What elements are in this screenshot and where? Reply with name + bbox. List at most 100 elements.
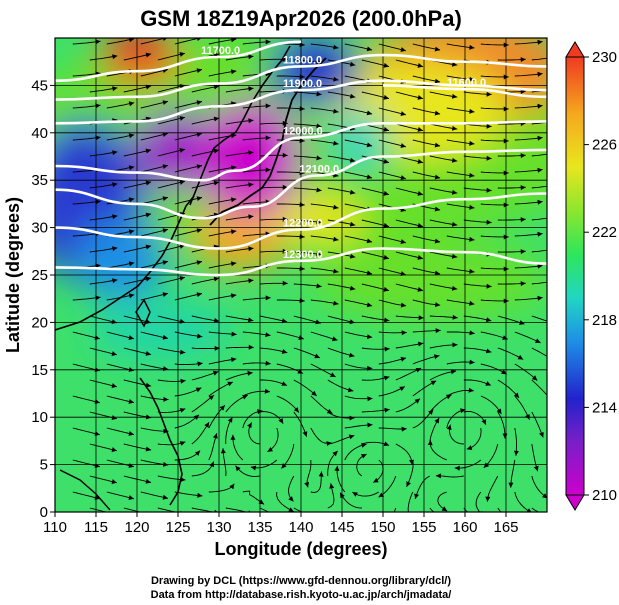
streamline-arrow [520,153,526,159]
streamline-arrow [265,39,271,45]
x-tick-label: 115 [84,519,108,536]
streamline-arrow [196,260,202,265]
streamline-arrow [112,246,118,252]
streamline-arrow [315,513,320,518]
streamline [531,153,547,157]
streamline-arrow [366,238,373,244]
streamline-arrow [383,62,389,68]
streamline-arrow [264,388,270,394]
streamline-arrow [415,368,422,373]
streamline-arrow [316,219,322,225]
x-tick-label: 145 [329,519,354,536]
streamline-arrow [452,342,458,348]
streamline-arrow [434,142,441,148]
streamline-arrow [179,408,186,413]
streamline-arrow [417,223,423,228]
streamline-arrow [248,182,254,188]
streamline-arrow [554,183,559,188]
streamline-arrow [213,318,220,323]
streamline-arrow [469,359,475,365]
streamline-arrow [162,292,168,297]
streamline-arrow [481,419,487,425]
x-tick-label: 130 [206,519,231,536]
colorbar-tick-label: 230 [592,49,617,66]
streamline-arrow [265,295,271,301]
streamline-arrow [520,281,526,287]
streamline [407,491,414,512]
streamline-arrow [163,396,169,402]
streamline-arrow [349,352,355,358]
streamline-arrow [212,433,218,439]
colorbar-tick-label: 218 [592,312,617,329]
streamline-arrow [451,125,458,131]
streamline [549,428,564,451]
streamline-arrow [501,369,507,375]
credit-data: Data from http://database.rish.kyoto-u.a… [151,589,452,601]
height-contour [382,84,547,99]
streamline-arrow [508,482,514,488]
streamline-arrow [180,378,186,384]
x-axis-label: Longitude (degrees) [214,539,387,559]
streamline-arrow [537,231,543,237]
chart-title: GSM 18Z19Apr2026 (200.0hPa) [140,6,462,31]
streamline-arrow [195,387,202,393]
streamline-arrow [288,507,294,512]
streamline-arrow [332,450,338,457]
streamline-arrow [537,71,543,77]
streamline-arrow [180,349,186,355]
streamline-arrow [427,440,433,446]
streamline-arrow [434,46,441,52]
streamline-arrow [304,481,309,488]
streamline-arrow [588,117,593,122]
streamline-arrow [451,221,458,227]
streamline-arrow [111,383,117,388]
streamline-arrow [230,434,236,440]
colorbar-tick-label: 214 [592,399,617,416]
streamline-arrow [333,140,339,146]
streamline-arrow [282,152,288,158]
streamline [531,185,547,189]
streamline-arrow [469,140,475,146]
streamline-arrow [361,454,367,459]
streamline-arrow [280,515,286,520]
streamline-arrow [418,315,424,321]
streamline-arrow [196,68,202,73]
streamline-arrow [267,447,273,452]
plot-area: 11700.0 11800.0 11600.0 11900.0 12000.0 12100… [55,38,593,520]
streamline-arrow [333,76,339,82]
streamline-arrow [145,382,152,388]
streamline-arrow [112,182,118,188]
height-contour [55,192,547,250]
streamline-arrow [469,172,475,178]
streamline-arrow [414,398,420,404]
streamline-arrow [349,285,356,291]
streamline-arrow [162,100,168,105]
streamline-arrow [145,84,152,90]
streamline-arrow [469,330,475,336]
streamline-arrow [537,103,543,109]
streamline-arrow [333,44,339,50]
streamline [549,396,568,417]
streamline-arrow [112,54,118,60]
streamline-arrow [383,158,389,164]
streamline-arrow [302,431,308,437]
streamline-arrow [554,151,559,156]
streamline-arrow [95,295,101,301]
streamline-arrow [231,261,237,267]
streamline-arrow [288,496,294,502]
streamline-arrow [407,513,412,519]
colorbar-max-arrow [565,41,585,58]
streamline-arrow [520,249,526,255]
streamline-arrow [204,422,210,428]
streamline-arrow [406,481,411,487]
streamline-arrow [95,103,101,109]
streamline-arrow [282,280,288,286]
streamline-arrow [383,286,389,292]
streamline-arrow [366,46,373,52]
x-tick-label: 135 [247,519,272,536]
streamline-arrow [231,293,237,299]
streamline-arrow [468,387,474,393]
streamline-arrow [128,261,135,267]
streamline-arrow [219,405,225,411]
x-tick-label: 125 [165,519,190,536]
